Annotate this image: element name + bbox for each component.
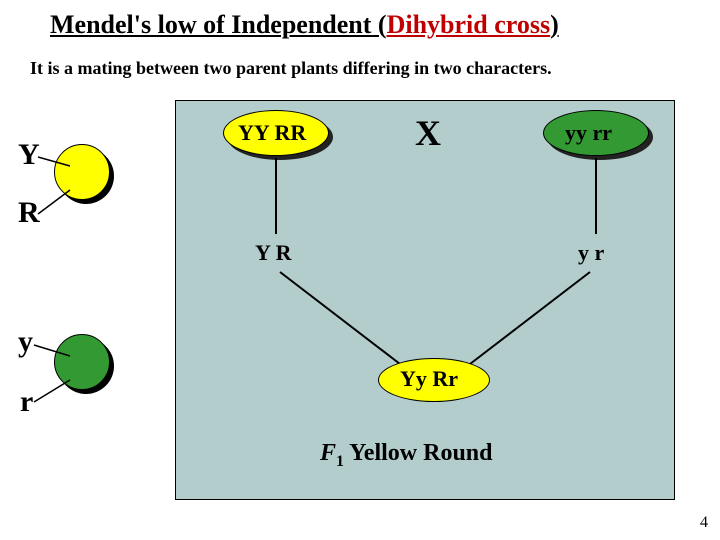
title-close: ) bbox=[550, 10, 559, 39]
parent2-genotype: yy rr bbox=[565, 120, 612, 146]
f1-prefix: F bbox=[320, 440, 336, 466]
f1-label: F1 Yellow Round bbox=[320, 440, 493, 471]
legend-R: R bbox=[18, 196, 40, 230]
title-red: Dihybrid cross bbox=[387, 10, 551, 39]
cross-symbol: X bbox=[415, 112, 441, 154]
parent1-genotype: YY RR bbox=[238, 120, 306, 146]
slide-subtitle: It is a mating between two parent plants… bbox=[30, 58, 552, 79]
f1-sub: 1 bbox=[336, 453, 344, 470]
gamete2: y r bbox=[578, 240, 604, 266]
legend-y: y bbox=[18, 325, 33, 359]
gamete1: Y R bbox=[255, 240, 291, 266]
title-plain: Mendel's low of Independent ( bbox=[50, 10, 387, 39]
yellow-pea-icon bbox=[54, 144, 110, 200]
legend-r: r bbox=[20, 385, 33, 419]
f1-genotype: Yy Rr bbox=[400, 366, 458, 392]
green-pea-icon bbox=[54, 334, 110, 390]
f1-phenotype: Yellow Round bbox=[344, 440, 492, 466]
slide-title: Mendel's low of Independent (Dihybrid cr… bbox=[50, 10, 559, 40]
slide-number: 4 bbox=[700, 514, 708, 532]
legend-Y: Y bbox=[18, 138, 40, 172]
